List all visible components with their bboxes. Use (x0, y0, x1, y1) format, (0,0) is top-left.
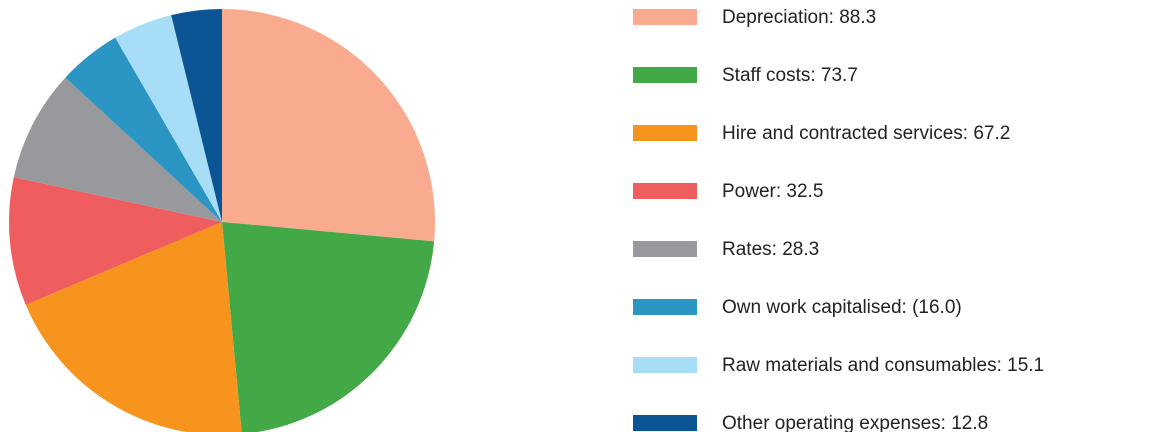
legend-label: Other operating expenses: 12.8 (722, 413, 988, 432)
legend-label: Hire and contracted services: 67.2 (722, 123, 1010, 144)
legend-swatch (633, 357, 697, 373)
legend-label: Power: 32.5 (722, 181, 823, 202)
pie-slice (115, 15, 222, 222)
legend-swatch (633, 241, 697, 257)
pie-slice (25, 222, 242, 432)
pie-slice (222, 222, 435, 432)
legend-label: Raw materials and consumables: 15.1 (722, 355, 1044, 376)
pie-slice (8, 177, 222, 305)
pie-slice (65, 37, 223, 223)
legend-swatch (633, 183, 697, 199)
legend-swatch (633, 415, 697, 431)
pie-slice (13, 77, 223, 222)
legend-label: Rates: 28.3 (722, 239, 819, 260)
legend-swatch (633, 299, 697, 315)
legend-label: Staff costs: 73.7 (722, 65, 858, 86)
pie-slice (222, 9, 435, 242)
legend-swatch (633, 125, 697, 141)
pie-slice (171, 9, 222, 222)
legend-label: Own work capitalised: (16.0) (722, 297, 962, 318)
legend-label: Depreciation: 88.3 (722, 7, 876, 28)
legend-swatch (633, 67, 697, 83)
legend-swatch (633, 9, 697, 25)
